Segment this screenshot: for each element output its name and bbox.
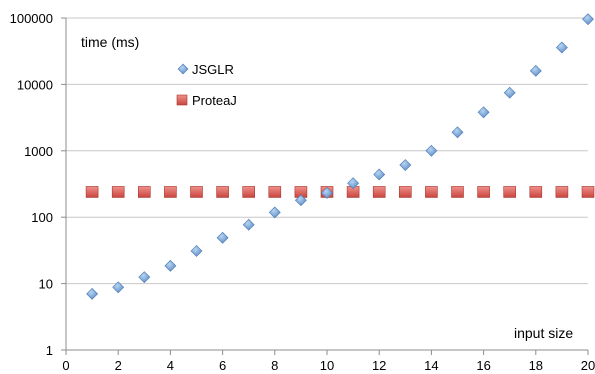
- x-axis-ticks: 0 2 4 6 8 10 12 14 16 18 20: [62, 350, 595, 373]
- point-jsglr-20: [582, 13, 594, 26]
- point-jsglr-7: [242, 218, 255, 231]
- point-proteaj-7: [242, 186, 255, 198]
- point-proteaj-16: [477, 186, 490, 198]
- legend-label-proteaj: ProteaJ: [192, 93, 237, 108]
- point-proteaj-19: [555, 186, 569, 198]
- point-proteaj-1: [85, 186, 99, 198]
- point-jsglr-5: [190, 245, 203, 257]
- point-jsglr-4: [164, 259, 177, 272]
- point-jsglr-6: [216, 231, 229, 244]
- legend-item-proteaj: ProteaJ: [176, 93, 237, 108]
- legend-item-jsglr: JSGLR: [177, 62, 234, 77]
- y-tick-label-100: 100: [31, 210, 53, 225]
- point-proteaj-17: [503, 186, 517, 198]
- point-jsglr-15: [451, 126, 464, 139]
- point-jsglr-17: [503, 86, 516, 99]
- data-points: [85, 13, 595, 300]
- point-jsglr-2: [112, 281, 125, 294]
- x-tick-label-16: 16: [476, 358, 490, 373]
- y-tick-label-100000: 100000: [10, 11, 53, 26]
- point-proteaj-8: [268, 186, 282, 198]
- y-axis-ticks: 1 10 100 1000 10000 100000: [10, 11, 66, 358]
- point-proteaj-15: [451, 186, 464, 198]
- x-axis-label: input size: [514, 325, 573, 341]
- point-proteaj-5: [190, 186, 203, 198]
- y-tick-label-1: 1: [46, 343, 53, 358]
- point-jsglr-10: [321, 187, 333, 199]
- point-proteaj-18: [529, 186, 543, 198]
- x-tick-label-8: 8: [271, 358, 278, 373]
- point-jsglr-18: [529, 64, 542, 77]
- point-jsglr-12: [373, 168, 386, 181]
- point-jsglr-13: [399, 159, 412, 171]
- point-jsglr-14: [425, 144, 438, 157]
- point-proteaj-20: [581, 186, 595, 198]
- x-tick-label-18: 18: [529, 358, 543, 373]
- x-tick-label-12: 12: [372, 358, 386, 373]
- x-tick-label-2: 2: [115, 358, 122, 373]
- point-jsglr-19: [555, 41, 568, 54]
- x-tick-label-4: 4: [167, 358, 174, 373]
- legend-marker-jsglr: [177, 63, 189, 75]
- point-proteaj-12: [372, 186, 386, 198]
- legend: JSGLR ProteaJ: [176, 62, 237, 108]
- point-jsglr-11: [347, 177, 360, 190]
- point-jsglr-8: [268, 206, 281, 219]
- x-tick-label-14: 14: [424, 358, 438, 373]
- x-tick-label-6: 6: [219, 358, 226, 373]
- point-proteaj-14: [425, 186, 438, 198]
- point-proteaj-4: [164, 186, 177, 198]
- legend-label-jsglr: JSGLR: [192, 62, 234, 77]
- x-tick-label-20: 20: [581, 358, 595, 373]
- point-jsglr-1: [86, 287, 99, 300]
- legend-marker-proteaj: [176, 94, 188, 106]
- point-jsglr-3: [138, 271, 151, 284]
- x-tick-label-10: 10: [320, 358, 334, 373]
- y-tick-label-10: 10: [39, 277, 53, 292]
- point-proteaj-13: [398, 186, 412, 198]
- point-jsglr-16: [477, 106, 490, 119]
- y-axis-label: time (ms): [81, 34, 139, 50]
- y-tick-label-10000: 10000: [17, 77, 53, 92]
- point-jsglr-9: [294, 194, 307, 207]
- y-tick-label-1000: 1000: [24, 144, 53, 159]
- axes: [65, 18, 588, 351]
- x-tick-label-0: 0: [62, 358, 69, 373]
- point-proteaj-2: [111, 186, 125, 198]
- grid-lines: [66, 17, 588, 285]
- point-proteaj-6: [216, 186, 229, 198]
- point-proteaj-3: [138, 186, 151, 198]
